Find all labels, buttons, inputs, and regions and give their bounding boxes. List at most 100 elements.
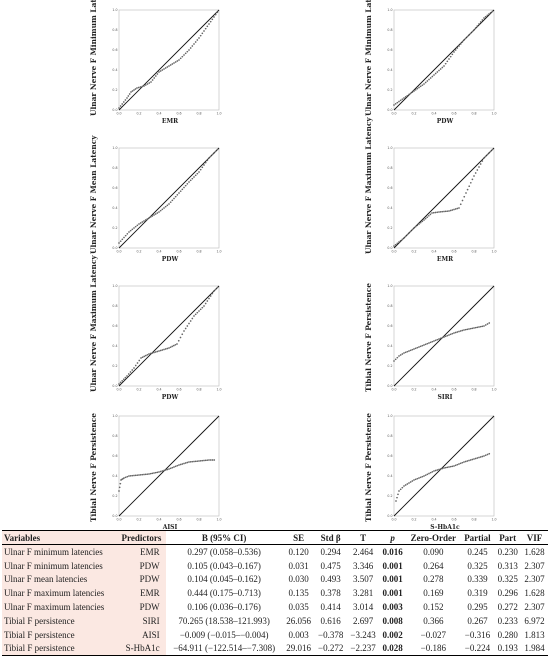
- column-header: Zero-Order: [406, 530, 461, 545]
- data-point: [134, 474, 137, 477]
- column-header: VIF: [521, 530, 548, 545]
- reference-line: [393, 415, 495, 517]
- data-point: [464, 328, 467, 331]
- y-axis-label: Ulnar Nerve F Mean Latency: [89, 135, 98, 254]
- data-point: [393, 104, 395, 106]
- x-tick-label: 0.2: [136, 388, 141, 392]
- table-cell: 6.972: [524, 615, 545, 626]
- data-point: [123, 236, 125, 239]
- x-tick-label: 0.4: [156, 250, 161, 254]
- data-point: [166, 66, 169, 68]
- data-point: [141, 356, 144, 359]
- data-point: [413, 479, 415, 481]
- data-point: [401, 238, 404, 241]
- data-point: [408, 350, 410, 352]
- x-tick-label: 1.0: [216, 250, 221, 254]
- plot-frame: [393, 415, 495, 517]
- column-header: Predictors: [117, 530, 166, 545]
- data-point: [468, 185, 471, 188]
- data-point: [196, 311, 199, 314]
- qq-plot: 0.0 0.2 0.4 0.6 0.8 1.0 0.0 0.2 0.4 0.6 0.8 1.0: [387, 146, 496, 254]
- data-point: [173, 197, 175, 200]
- table-cell: 0.319: [467, 588, 488, 599]
- table-cell: 0.120: [288, 546, 309, 557]
- data-point: [168, 65, 170, 67]
- data-point: [174, 343, 177, 346]
- data-point: [466, 188, 469, 191]
- x-tick-label: 0.6: [176, 518, 181, 522]
- data-point: [469, 181, 472, 184]
- y-tick-label: 0.4: [387, 474, 392, 478]
- data-point: [434, 469, 437, 472]
- data-point: [141, 221, 144, 223]
- data-point: [454, 464, 457, 467]
- table-cell: −0.224: [460, 641, 495, 657]
- data-point: [138, 223, 140, 225]
- data-point: [438, 69, 440, 72]
- y-tick-label: 0.2: [387, 88, 392, 92]
- y-axis-label: Tibial Nerve F Persistence: [89, 413, 98, 522]
- table-cell: 0.001: [382, 588, 403, 599]
- data-point: [409, 481, 412, 483]
- y-tick-label: 0.8: [112, 304, 117, 308]
- data-point: [406, 233, 409, 236]
- y-tick-label: 0.2: [387, 494, 392, 498]
- x-axis-label: PDW: [161, 394, 179, 401]
- y-tick-label: 0.6: [387, 324, 392, 328]
- reference-line: [118, 147, 220, 249]
- plot-panel: 0.0 0.2 0.4 0.6 0.8 1.0 0.0 0.2 0.4 0.6 0.8 1.0 Ulna…: [89, 0, 235, 128]
- data-point: [144, 219, 147, 221]
- plot-panel: 0.0 0.2 0.4 0.6 0.8 1.0 0.0 0.2 0.4 0.6 0.8 1.0 Tibi…: [364, 412, 510, 534]
- table-cell: 0.031: [288, 560, 309, 571]
- data-point: [177, 339, 180, 342]
- y-tick-label: 1.0: [112, 146, 117, 150]
- data-point: [213, 16, 215, 18]
- data-point: [424, 81, 427, 84]
- reference-line: [118, 9, 220, 111]
- y-tick-label: 1.0: [387, 414, 392, 418]
- data-point: [441, 210, 444, 213]
- data-point: [196, 172, 199, 175]
- table-cell: −0.186: [406, 641, 461, 657]
- y-tick-label: 1.0: [112, 414, 117, 418]
- data-point: [149, 216, 152, 218]
- data-point: [419, 221, 422, 224]
- data-point: [176, 60, 179, 62]
- data-point: [189, 179, 192, 182]
- data-point: [444, 335, 447, 338]
- data-point: [434, 339, 437, 342]
- data-point: [171, 199, 174, 202]
- plot-panel: 0.0 0.2 0.4 0.6 0.8 1.0 0.0 0.2 0.4 0.6 0.8 1.0 Ulna…: [364, 0, 510, 128]
- data-point: [164, 469, 167, 471]
- data-point: [458, 207, 460, 209]
- data-point: [139, 86, 142, 88]
- data-point: [461, 461, 464, 464]
- data-point: [179, 463, 182, 466]
- y-tick-label: 0.0: [387, 514, 392, 518]
- table-row: Ulnar F minimum latencies PDW 0.105 (0.043…: [2, 558, 548, 573]
- data-point: [431, 470, 434, 473]
- data-point: [429, 213, 432, 216]
- table-cell: 0.028: [379, 641, 407, 657]
- data-point: [144, 473, 147, 476]
- data-point: [471, 30, 474, 33]
- qq-plot: 0.0 0.2 0.4 0.6 0.8 1.0 0.0 0.2 0.4 0.6 0.8 1.0: [112, 8, 221, 116]
- y-tick-label: 0.4: [387, 344, 392, 348]
- data-point: [424, 217, 427, 220]
- data-point: [453, 332, 455, 334]
- data-point: [489, 150, 492, 153]
- data-point: [449, 55, 452, 58]
- table-cell: 2.307: [524, 602, 545, 613]
- data-point: [124, 99, 127, 101]
- data-point: [423, 344, 425, 346]
- data-point: [461, 41, 464, 43]
- x-tick-label: 1.0: [491, 112, 496, 116]
- data-point: [136, 362, 139, 364]
- data-point: [138, 359, 141, 362]
- table-cell: 0.035: [288, 602, 309, 613]
- data-point: [201, 459, 204, 462]
- data-point: [459, 330, 462, 332]
- data-point: [128, 475, 130, 477]
- data-point: [173, 466, 175, 468]
- data-point: [206, 159, 209, 162]
